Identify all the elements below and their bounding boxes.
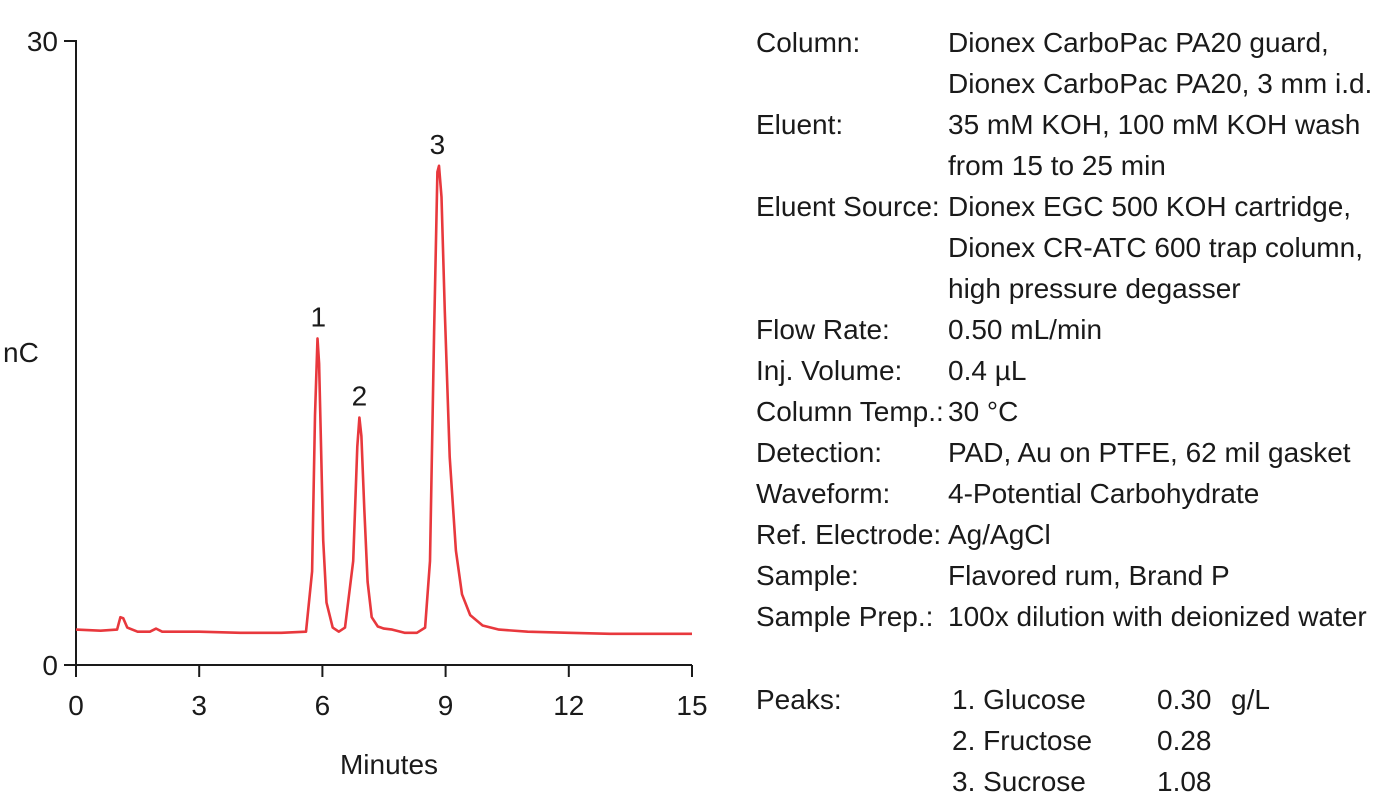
condition-row: Inj. Volume: 0.4 µL	[756, 350, 1372, 391]
x-tick-label: 3	[191, 690, 207, 721]
condition-value: high pressure degasser	[948, 273, 1241, 304]
condition-value: Dionex CR-ATC 600 trap column,	[948, 232, 1363, 263]
peak-unit: g/L	[1231, 684, 1270, 715]
x-axis-label: Minutes	[340, 749, 438, 780]
condition-value: Ag/AgCl	[948, 519, 1051, 550]
x-tick-label: 15	[676, 690, 707, 721]
condition-label: Eluent:	[756, 109, 844, 140]
condition-label: Sample Prep.:	[756, 601, 934, 632]
y-tick-label: 0	[42, 650, 58, 681]
chromatogram-trace	[75, 164, 692, 636]
condition-label: Ref. Electrode:	[756, 519, 942, 550]
condition-row: Dionex CarboPac PA20, 3 mm i.d.	[756, 63, 1372, 104]
condition-label	[756, 145, 948, 186]
condition-row: from 15 to 25 min	[756, 145, 1372, 186]
condition-label	[756, 63, 948, 104]
x-tick-label: 12	[553, 690, 584, 721]
condition-row: high pressure degasser	[756, 268, 1372, 309]
y-axis-label: nC	[3, 337, 39, 368]
peak-concentration: 1.08	[1157, 766, 1212, 797]
peak-name: 1. Glucose	[952, 684, 1086, 715]
condition-label: Waveform:	[756, 478, 891, 509]
y-tick-label: 30	[27, 26, 58, 57]
condition-row: Column: Dionex CarboPac PA20 guard,	[756, 22, 1372, 63]
condition-label: Column Temp.:	[756, 396, 944, 427]
peak-unit-spacer	[1231, 720, 1270, 761]
peak-name: 3. Sucrose	[952, 766, 1086, 797]
peaks-spacer	[756, 761, 952, 802]
condition-label: Eluent Source:	[756, 191, 940, 222]
peak-name: 2. Fructose	[952, 725, 1093, 756]
peaks-spacer	[756, 720, 952, 761]
condition-row: Detection: PAD, Au on PTFE, 62 mil gasket	[756, 432, 1372, 473]
x-tick-label: 0	[68, 690, 84, 721]
x-tick-label: 6	[315, 690, 331, 721]
peak-label: 1	[311, 301, 327, 332]
condition-value: 4-Potential Carbohydrate	[948, 478, 1260, 509]
peak-row: 3. Sucrose 1.08	[756, 761, 1270, 802]
peaks-table: Peaks: 1. Glucose 0.30 g/L 2. Fructose 0.28 3.…	[756, 679, 1270, 802]
peak-row: 2. Fructose 0.28	[756, 720, 1270, 761]
peak-unit-spacer	[1231, 761, 1270, 802]
conditions-table: Column: Dionex CarboPac PA20 guard, Dionex…	[756, 22, 1372, 637]
condition-row: Dionex CR-ATC 600 trap column,	[756, 227, 1372, 268]
condition-value: Flavored rum, Brand P	[948, 560, 1230, 591]
peak-row: Peaks: 1. Glucose 0.30 g/L	[756, 679, 1270, 720]
condition-label	[756, 268, 948, 309]
condition-label: Detection:	[756, 437, 883, 468]
condition-value: Dionex CarboPac PA20 guard,	[948, 27, 1329, 58]
chart-axes	[75, 40, 692, 666]
condition-value: 30 °C	[948, 396, 1019, 427]
condition-row: Flow Rate: 0.50 mL/min	[756, 309, 1372, 350]
condition-row: Sample: Flavored rum, Brand P	[756, 555, 1372, 596]
condition-value: Dionex CarboPac PA20, 3 mm i.d.	[948, 68, 1373, 99]
condition-label: Inj. Volume:	[756, 355, 903, 386]
condition-label	[756, 227, 948, 268]
peak-labels: 1 2 3	[311, 129, 446, 412]
condition-row: Ref. Electrode: Ag/AgCl	[756, 514, 1372, 555]
condition-value: 0.4 µL	[948, 355, 1027, 386]
peak-label: 2	[352, 380, 368, 411]
condition-value: 0.50 mL/min	[948, 314, 1103, 345]
condition-value: from 15 to 25 min	[948, 150, 1166, 181]
condition-value: 100x dilution with deionized water	[948, 601, 1367, 632]
condition-row: Sample Prep.: 100x dilution with deionize…	[756, 596, 1372, 637]
condition-row: Eluent Source: Dionex EGC 500 KOH cartrid…	[756, 186, 1372, 227]
condition-label: Sample:	[756, 560, 859, 591]
condition-label: Flow Rate:	[756, 314, 890, 345]
x-tick-label: 9	[438, 690, 454, 721]
condition-row: Waveform: 4-Potential Carbohydrate	[756, 473, 1372, 514]
condition-row: Column Temp.: 30 °C	[756, 391, 1372, 432]
condition-value: PAD, Au on PTFE, 62 mil gasket	[948, 437, 1351, 468]
peak-concentration: 0.30	[1157, 684, 1212, 715]
condition-value: 35 mM KOH, 100 mM KOH wash	[948, 109, 1361, 140]
peaks-heading: Peaks:	[756, 684, 842, 715]
condition-label: Column:	[756, 27, 861, 58]
condition-value: Dionex EGC 500 KOH cartridge,	[948, 191, 1352, 222]
peak-label: 3	[430, 129, 446, 160]
condition-row: Eluent: 35 mM KOH, 100 mM KOH wash	[756, 104, 1372, 145]
peak-concentration: 0.28	[1157, 725, 1212, 756]
